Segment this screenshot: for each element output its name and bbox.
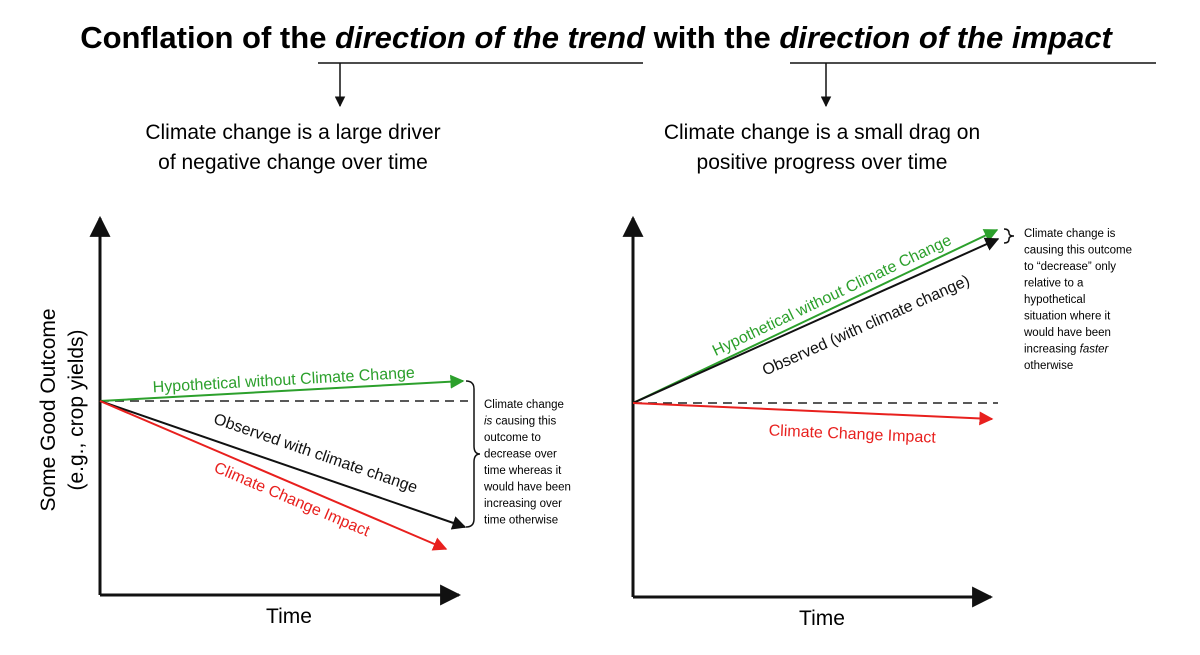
- right-observed-arrow: [632, 237, 1000, 404]
- left-x-axis-label: Time: [266, 605, 312, 628]
- left-impact-arrow: [99, 400, 448, 551]
- right-impact-arrow: [632, 402, 994, 426]
- right-hypothetical-arrow: [632, 229, 999, 404]
- left-hypothetical-arrow: [99, 374, 465, 402]
- left-heading-line2: of negative change over time: [158, 151, 428, 174]
- right-x-axis-label: Time: [799, 607, 845, 630]
- right-heading-line1: Climate change is a small drag on: [664, 121, 980, 144]
- left-observed-arrow: [99, 400, 467, 530]
- left-y-axis-label-line2: (e.g., crop yields): [65, 329, 88, 490]
- left-y-axis-label-line1: Some Good Outcome: [37, 308, 60, 511]
- right-impact-label: Climate Change Impact: [768, 422, 936, 446]
- right-note: Climate change is causing this outcome t…: [1023, 228, 1135, 372]
- left-curly-bracket: [465, 380, 481, 528]
- right-heading-line2: positive progress over time: [697, 151, 948, 174]
- left-note: Climate change is causing this outcome t…: [483, 399, 574, 527]
- left-heading-line1: Climate change is a large driver: [145, 121, 440, 144]
- right-curly-bracket: [1003, 228, 1015, 244]
- diagram-title: Conflation of the direction of the trend…: [80, 20, 1113, 55]
